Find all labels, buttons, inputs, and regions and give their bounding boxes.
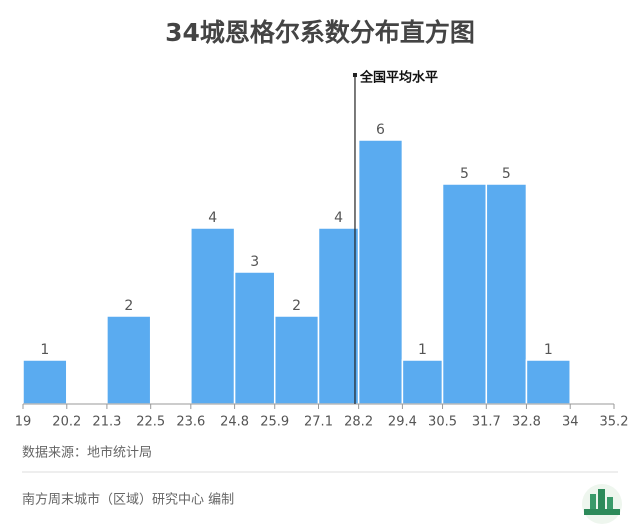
x-tick-label: 29.4 [388,415,417,430]
bar [233,271,276,405]
x-tick-label: 28.2 [344,415,373,430]
x-tick-label: 32.8 [512,415,541,430]
data-label: 1 [418,342,427,358]
bar [357,139,404,405]
x-tick-label: 23.6 [176,415,205,430]
source: 数据来源：地市统计局 [22,445,152,461]
logo [582,484,622,524]
x-tick-label: 20.2 [52,415,81,430]
data-label: 6 [376,122,385,138]
bar [273,315,320,405]
bar [401,359,444,405]
x-tick-label: 30.5 [428,415,457,430]
bar [525,359,571,405]
reference-marker [352,73,357,77]
data-label: 5 [502,166,511,182]
x-tick-label: 24.8 [220,415,249,430]
x-tick-label: 21.3 [92,415,121,430]
bar [190,227,236,405]
bar [22,359,68,405]
data-label: 1 [544,342,553,358]
data-label: 2 [124,298,133,314]
x-tick-label: 27.1 [304,415,333,430]
x-tick-label: 35.2 [600,415,629,430]
data-label: 3 [250,254,259,270]
data-label: 4 [334,210,343,226]
credit: 南方周末城市（区域）研究中心 编制 [22,492,234,508]
x-tick-label: 34 [562,415,579,430]
bar [106,315,152,405]
data-label: 5 [460,166,469,182]
bar [317,227,360,405]
bar [485,183,528,405]
chart-title: 34城恩格尔系数分布直方图 [165,18,475,47]
x-tick-label: 19 [15,415,32,430]
data-label: 1 [40,342,49,358]
bar [441,183,488,405]
x-tick-label: 22.5 [136,415,165,430]
x-tick-label: 25.9 [260,415,289,430]
x-tick-label: 31.7 [472,415,501,430]
annotation: 全国平均水平 [359,70,438,86]
data-label: 2 [292,298,301,314]
data-label: 4 [208,210,217,226]
